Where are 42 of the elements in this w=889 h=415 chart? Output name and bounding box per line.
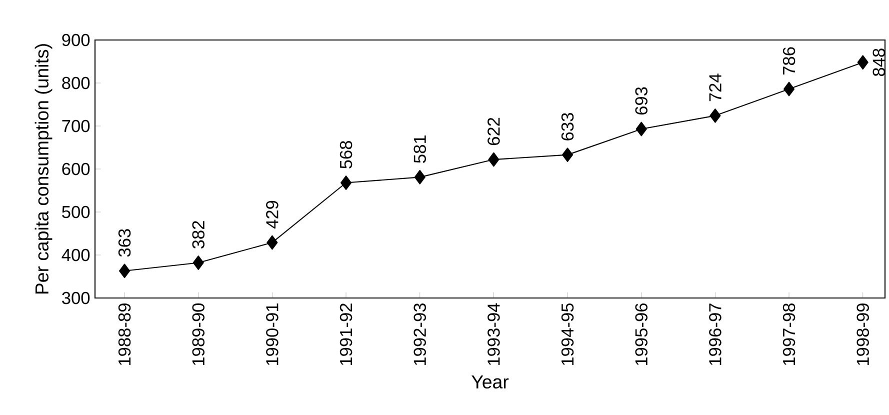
point: [340, 176, 352, 190]
y-tick-label: 600: [62, 162, 90, 176]
point: [710, 108, 721, 123]
point: [192, 256, 204, 270]
y-tick-label: 500: [62, 206, 90, 218]
data-label: 724: [709, 74, 722, 102]
x-tick-label: 1996-97: [709, 304, 722, 366]
data-label: 786: [782, 47, 796, 75]
point: [636, 122, 647, 136]
data-label: 693: [635, 87, 648, 115]
x-tick-label: 1992-93: [414, 303, 426, 366]
y-axis-title: Per capita consumption (units): [34, 44, 52, 294]
point: [119, 264, 130, 278]
y-tick-label: 400: [62, 248, 90, 262]
point: [562, 148, 574, 162]
x-tick-label: 1994-95: [561, 303, 574, 366]
point: [783, 82, 795, 96]
y-tick-label: 700: [62, 120, 90, 132]
x-tick-label: 1990-91: [266, 304, 278, 366]
data-label: 848: [872, 48, 885, 76]
data-label: 581: [414, 135, 426, 163]
x-tick-label: 1989-90: [192, 303, 205, 366]
point: [266, 235, 278, 250]
y-tick-label: 800: [62, 76, 90, 90]
data-label: 429: [266, 200, 278, 229]
x-tick-label: 1995-96: [635, 303, 648, 366]
x-tick-label: 1988-89: [118, 304, 131, 366]
data-label: 568: [340, 141, 352, 168]
x-tick-label: 1997-98: [782, 303, 796, 366]
data-label: 633: [561, 113, 574, 140]
y-tick-label: 300: [62, 292, 90, 304]
point: [414, 170, 426, 184]
data-label: 622: [488, 118, 500, 146]
data-label: 382: [192, 221, 205, 248]
x-tick-label: 1991-92: [340, 304, 352, 366]
point: [857, 55, 868, 70]
x-tick-label: 1993-94: [488, 303, 500, 366]
x-axis-title: Year: [472, 375, 509, 389]
point: [488, 152, 500, 167]
y-tick-label: 900: [62, 34, 90, 46]
x-tick-label: 1998-99: [856, 304, 869, 366]
data-label: 363: [118, 229, 131, 257]
